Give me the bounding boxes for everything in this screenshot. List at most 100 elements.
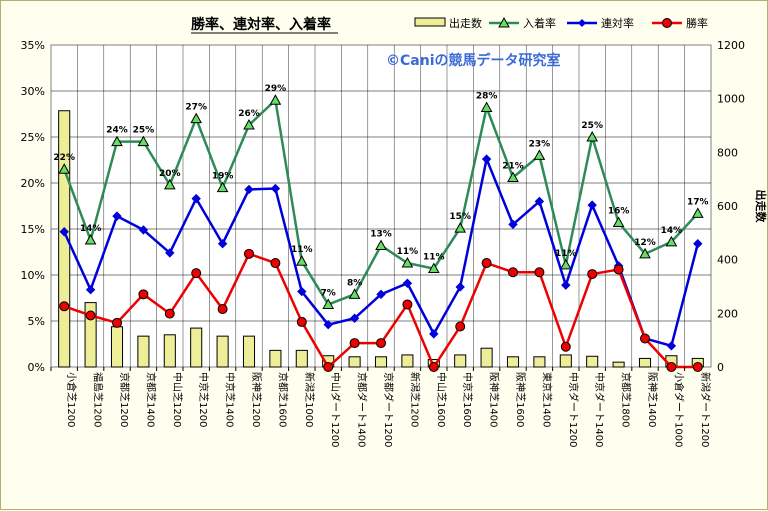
y-tick-label: 20%: [21, 177, 45, 190]
x-tick-label: 東京芝1400: [540, 372, 553, 427]
bar: [190, 327, 203, 368]
point-circle: [402, 299, 413, 310]
x-tick-label: 中京芝1600: [461, 372, 474, 427]
bar: [242, 335, 256, 368]
data-label: 8%: [347, 278, 362, 288]
point-diamond: [561, 280, 571, 290]
legend-swatch: [414, 17, 446, 27]
x-tick-label: 京都芝1800: [620, 372, 633, 427]
bar: [374, 356, 388, 368]
point-diamond: [402, 278, 413, 288]
point-circle: [534, 267, 545, 278]
point-triangle: [295, 255, 308, 266]
bar: [216, 335, 229, 368]
bar: [480, 347, 493, 368]
data-label: 25%: [581, 121, 603, 131]
bar: [401, 354, 414, 368]
bar: [295, 349, 308, 368]
y2-tick-label: 800: [717, 146, 738, 159]
plot-area: [50, 44, 712, 368]
bar: [612, 361, 625, 368]
data-label: 14%: [80, 224, 102, 234]
point-circle: [112, 317, 122, 328]
point-triangle: [533, 149, 546, 160]
point-circle: [323, 362, 334, 372]
x-tick-label: 阪神芝1600: [514, 372, 527, 427]
x-tick-label: 中京ダート1400: [593, 372, 606, 447]
x-tick-label: 新潟芝1000: [303, 372, 316, 427]
point-diamond: [508, 219, 518, 230]
y2-tick-label: 1200: [717, 39, 745, 52]
point-circle: [455, 321, 466, 332]
data-label: 19%: [212, 172, 234, 182]
x-tick-label: 京都ダート1400: [356, 372, 369, 447]
point-circle: [349, 338, 360, 349]
point-circle: [270, 258, 281, 269]
x-tick-label: 阪神芝1200: [250, 372, 263, 427]
data-label: 22%: [53, 153, 75, 163]
bar: [533, 356, 546, 368]
x-tick-label: 新潟芝1200: [408, 372, 421, 427]
point-triangle: [480, 101, 493, 113]
point-diamond: [191, 193, 201, 204]
point-circle: [85, 310, 96, 321]
y2-tick-label: 600: [717, 200, 738, 213]
data-label: 29%: [265, 84, 287, 94]
data-label: 24%: [106, 126, 128, 136]
x-tick-label: 京都芝1600: [276, 372, 289, 427]
point-triangle: [163, 178, 176, 190]
line-series: [58, 94, 704, 372]
point-triangle: [243, 119, 255, 130]
point-diamond: [455, 282, 465, 292]
point-triangle: [401, 257, 414, 268]
point-circle: [613, 264, 624, 275]
point-diamond: [244, 184, 254, 195]
y2-tick-label: 1000: [717, 93, 745, 106]
point-circle: [191, 268, 202, 279]
point-diamond: [297, 286, 307, 297]
bar: [163, 334, 176, 368]
bar: [137, 335, 150, 368]
legend-label: 勝率: [686, 16, 708, 30]
bar: [348, 356, 361, 368]
data-label: 13%: [370, 230, 392, 240]
point-diamond: [693, 239, 703, 249]
bar: [454, 354, 467, 368]
point-circle: [587, 269, 598, 280]
data-label: 25%: [133, 126, 155, 136]
point-triangle: [216, 181, 229, 193]
legend-marker: [662, 18, 672, 28]
x-tick-label: 阪神芝1400: [488, 372, 501, 427]
x-tick-label: 福島芝1200: [92, 372, 105, 427]
y-tick-label: 30%: [21, 85, 45, 98]
point-triangle: [84, 234, 97, 245]
x-tick-label: 中京ダート1200: [567, 372, 580, 447]
point-circle: [666, 362, 677, 372]
y2-axis-title: 出走数: [754, 190, 768, 224]
y-tick-label: 25%: [21, 131, 45, 144]
chart-title: 勝率、連対率、入着率: [191, 16, 331, 33]
point-diamond: [376, 289, 386, 300]
bar: [58, 110, 71, 368]
bar: [269, 349, 282, 368]
point-triangle: [507, 171, 519, 182]
point-triangle: [612, 216, 625, 228]
bar: [638, 357, 652, 368]
y-tick-label: 35%: [21, 39, 45, 52]
point-triangle: [454, 222, 467, 233]
x-tick-label: 京都芝1400: [144, 372, 157, 427]
point-circle: [59, 301, 70, 312]
x-tick-label: 小倉ダート1000: [672, 372, 685, 447]
bar: [586, 355, 599, 368]
bar: [506, 356, 520, 368]
data-label: 17%: [687, 197, 709, 207]
point-triangle: [322, 298, 335, 309]
legend-marker: [578, 19, 586, 27]
point-diamond: [217, 239, 228, 249]
bar: [110, 326, 124, 368]
point-circle: [481, 258, 492, 269]
data-label: 21%: [502, 161, 524, 171]
data-label: 7%: [321, 288, 336, 298]
